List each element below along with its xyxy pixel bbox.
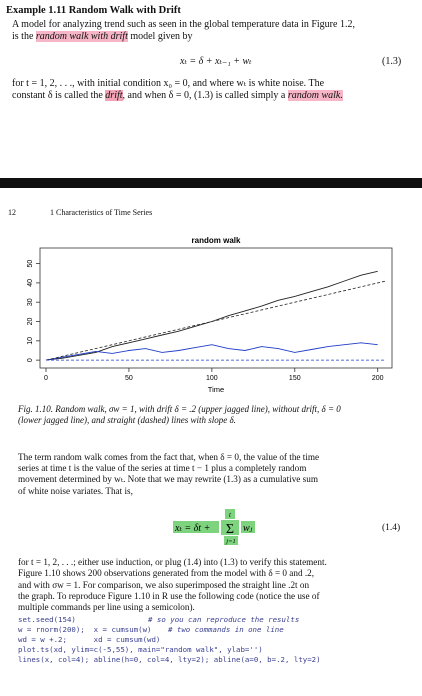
example-text-line4: constant δ is called the drift, and when… <box>12 90 410 102</box>
sum-lower-limit: j=1 <box>225 538 235 545</box>
chapter-title: 1 Characteristics of Time Series <box>50 208 153 217</box>
random-walk-chart: random walk Time 0 50 100 150 200 0 10 20 30 40 50 <box>27 236 393 394</box>
y-tick-label: 20 <box>27 318 34 326</box>
series-line-3 <box>45 280 387 361</box>
running-head: 12 1 Characteristics of Time Series <box>8 208 152 217</box>
page-number: 12 <box>8 208 16 217</box>
equation-body: xₜ = δ + xₜ₋₁ + wₜ <box>180 56 252 67</box>
x-tick-label: 200 <box>372 375 384 382</box>
paragraph-random-walk-3: movement determined by wₜ. Note that we … <box>18 474 319 484</box>
y-tick-label: 10 <box>27 337 34 345</box>
plot-frame <box>39 247 393 369</box>
code-line-2: w = rnorm(200); x = cumsum(w) # two comma… <box>18 625 284 634</box>
y-tick-label: 50 <box>27 260 34 268</box>
text-fragment: is the <box>12 31 36 42</box>
x-tick-label: 50 <box>125 375 133 382</box>
text-fragment: constant δ is called the <box>12 90 106 101</box>
equation-1-4: xₜ = δt + t Σ j=1 wⱼ <box>173 509 255 545</box>
equation-number: (1.3) <box>382 56 402 67</box>
y-tick-label: 0 <box>27 358 34 362</box>
code-comment: # two commands in one line <box>168 625 284 634</box>
equation-number-1-4: (1.4) <box>382 523 401 533</box>
paragraph-figure-5: multiple commands per line using a semic… <box>18 602 195 612</box>
highlight-drift: drift <box>105 90 123 101</box>
highlight-random-walk: random walk. <box>287 90 343 101</box>
x-axis-label: Time <box>208 385 224 394</box>
text-fragment: , and when δ = 0, (1.3) is called simply… <box>122 90 288 101</box>
paragraph-random-walk-1: The term random walk comes from the fact… <box>18 452 320 462</box>
y-tick-label: 30 <box>27 298 34 306</box>
text-fragment: model given by <box>127 31 193 42</box>
code-line-1: set.seed(154) # so you can reproduce the … <box>18 615 299 624</box>
chart-title: random walk <box>192 236 241 245</box>
paragraph-figure-1: for t = 1, 2, . . .; either use inductio… <box>18 557 327 567</box>
sum-upper-limit: t <box>229 511 232 519</box>
example-text-line2: is the random walk with drift model give… <box>12 31 410 43</box>
equation-highlight-sigma <box>221 520 239 535</box>
paragraph-random-walk-4: of white noise variates. That is, <box>18 486 133 496</box>
paragraph-figure-3: and with σw = 1. For comparison, we also… <box>18 580 310 590</box>
chart-series <box>45 270 387 361</box>
equation-highlight-upper <box>225 509 235 519</box>
paragraph-random-walk-2: series at time t is the value of the ser… <box>18 463 307 473</box>
example-text-line3: for t = 1, 2, . . ., with initial condit… <box>12 78 325 89</box>
series-line-2 <box>45 342 378 361</box>
equation-highlight-term <box>241 521 255 533</box>
code-text: w = rnorm(200); x = cumsum(w) <box>18 625 152 634</box>
x-tick-label: 100 <box>206 375 218 382</box>
page-separator-bar <box>0 178 422 188</box>
figure-caption: Fig. 1.10. Random walk, σw = 1, with dri… <box>18 404 410 426</box>
code-text: set.seed(154) <box>18 615 76 624</box>
code-line-4: plot.ts(xd, ylim=c(-5,55), main="random … <box>18 645 263 654</box>
equation-lhs: xₜ = δt + <box>174 523 210 534</box>
y-tick-label: 40 <box>27 279 34 287</box>
x-tick-label: 150 <box>289 375 301 382</box>
equation-highlight-lower <box>224 536 238 545</box>
equation-highlight-lhs <box>173 521 219 533</box>
caption-line2: (lower jagged line), and straight (dashe… <box>18 415 236 425</box>
x-tick-label: 0 <box>44 375 48 382</box>
code-comment: # so you can reproduce the results <box>148 615 300 624</box>
example-text-line1: A model for analyzing trend such as seen… <box>12 19 355 30</box>
sum-term: wⱼ <box>243 523 253 534</box>
axis-ticks: 0 50 100 150 200 0 10 20 30 40 50 <box>27 260 384 382</box>
caption-line1: Fig. 1.10. Random walk, σw = 1, with dri… <box>18 404 341 414</box>
highlight-random-walk-with-drift: random walk with drift <box>35 31 128 42</box>
code-line-3: wd = w +.2; xd = cumsum(wd) <box>18 635 161 644</box>
paragraph-figure-4: the graph. To reproduce Figure 1.10 in R… <box>18 591 320 601</box>
example-title: Example 1.11 Random Walk with Drift <box>6 5 181 16</box>
paragraph-figure-2: Figure 1.10 shows 200 observations gener… <box>18 568 315 578</box>
code-line-5: lines(x, col=4); abline(h=0, col=4, lty=… <box>18 655 321 664</box>
sum-sigma: Σ <box>226 522 234 537</box>
